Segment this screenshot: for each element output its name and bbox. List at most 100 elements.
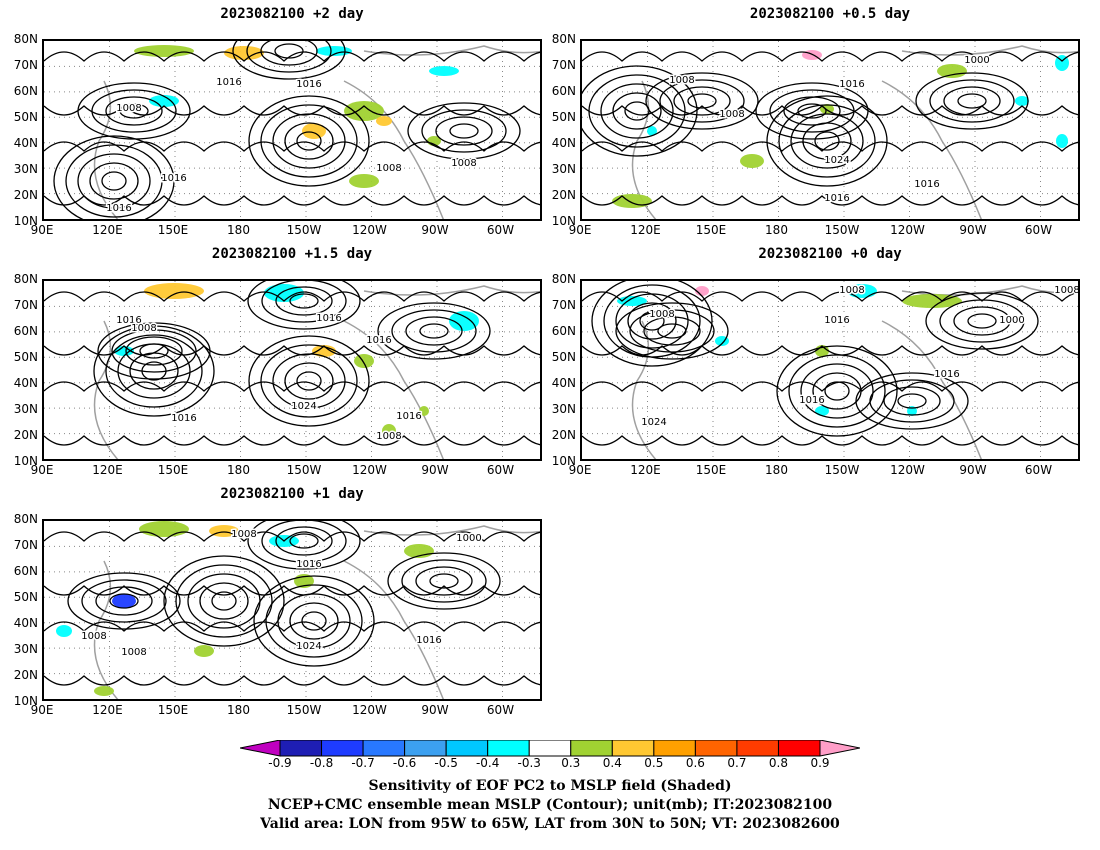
contour-low xyxy=(261,281,347,323)
sensitivity-shading xyxy=(139,521,189,537)
sensitivity-shading xyxy=(134,45,194,57)
lon-tick-label: 150E xyxy=(695,223,727,237)
contour-label: 1008 xyxy=(131,323,156,334)
lat-tick-label: 80N xyxy=(13,272,38,286)
colorbar-tick-label: 0.5 xyxy=(644,756,664,770)
lon-tick-label: 60W xyxy=(1024,463,1053,477)
contour-high xyxy=(253,575,375,667)
map-canvas: 1008 1000 1016 1008 1008 1024 1016 xyxy=(44,521,540,699)
contour-low xyxy=(125,336,183,366)
contour-high xyxy=(211,591,237,611)
colorbar-segment xyxy=(570,740,613,757)
lon-tick-label: 90W xyxy=(959,223,987,237)
lat-tick-label: 20N xyxy=(551,188,576,202)
map-panel-p3: 1016 1008 1016 1016 1024 1016 1008 1016 xyxy=(42,279,542,461)
contour-high xyxy=(199,582,249,620)
contour-label: 1000 xyxy=(999,315,1024,326)
coastline-america xyxy=(881,80,982,219)
map-canvas: 1000 1008 1016 1008 1024 1016 1016 xyxy=(582,41,1078,219)
contour-low xyxy=(139,343,169,359)
contour-label: 1008 xyxy=(719,109,744,120)
lon-tick-label: 90E xyxy=(30,703,54,717)
colorbar-segment xyxy=(653,740,696,757)
contour-high xyxy=(175,564,273,638)
lat-tick-label: 70N xyxy=(551,298,576,312)
contour-high xyxy=(187,573,261,629)
contour-high xyxy=(260,344,358,418)
coastline xyxy=(93,285,540,459)
lon-tick-label: 90E xyxy=(30,223,54,237)
lat-tick-label: 40N xyxy=(13,616,38,630)
contour-low xyxy=(449,123,479,139)
contour-high xyxy=(284,122,334,160)
sensitivity-shading xyxy=(937,64,967,78)
contour-line xyxy=(44,675,540,686)
sensitivity-shading xyxy=(316,46,352,56)
sensitivity-shading xyxy=(815,406,829,416)
contour-low xyxy=(95,586,153,616)
contour-high xyxy=(766,95,888,187)
contour-high xyxy=(788,354,886,428)
contour-low xyxy=(925,292,1039,350)
lat-tick-label: 40N xyxy=(13,136,38,150)
lon-tick-label: 90E xyxy=(568,223,592,237)
colorbar-segment xyxy=(736,740,779,757)
lat-tick-label: 70N xyxy=(551,58,576,72)
contour-high xyxy=(582,65,698,157)
contour-line xyxy=(44,585,540,596)
contour-low xyxy=(275,526,333,556)
contour-label: 1008 xyxy=(116,103,141,114)
contour-high xyxy=(824,381,850,401)
contour-high xyxy=(778,104,876,178)
lon-tick-label: 120E xyxy=(630,223,661,237)
contour-label: 1008 xyxy=(231,529,256,540)
contour-high xyxy=(800,363,874,419)
contour-low xyxy=(109,593,139,609)
contour-label: 1016 xyxy=(839,79,864,90)
contour-low xyxy=(855,372,969,430)
colorbar-segment xyxy=(528,740,572,757)
contour-low xyxy=(657,323,687,339)
mslp-contours xyxy=(582,51,1078,206)
sensitivity-shading xyxy=(209,525,239,537)
colorbar-tick-label: 0.6 xyxy=(685,756,705,770)
lon-tick-label: 90W xyxy=(421,463,449,477)
panel-title-p2: 2023082100 +0.5 day xyxy=(749,6,911,22)
colorbar-segment xyxy=(279,740,323,757)
lat-tick-label: 10N xyxy=(551,214,576,228)
panel-title-p4: 2023082100 +0 day xyxy=(758,246,902,262)
lat-tick-label: 60N xyxy=(13,84,38,98)
contour-high xyxy=(248,335,370,427)
contour-low xyxy=(260,41,318,66)
contour-label: 1016 xyxy=(316,313,341,324)
lon-tick-label: 180 xyxy=(227,703,250,717)
lat-tick-label: 30N xyxy=(551,402,576,416)
lat-tick-label: 70N xyxy=(13,538,38,552)
lon-tick-label: 60W xyxy=(1024,223,1053,237)
contour-low xyxy=(232,41,346,80)
contour-line xyxy=(44,105,540,116)
contour-high xyxy=(600,83,674,139)
colorbar-tick-label: -0.5 xyxy=(434,756,458,770)
lat-tick-label: 50N xyxy=(13,350,38,364)
contour-high xyxy=(89,162,139,200)
contour-label: 1016 xyxy=(824,315,849,326)
contour-low xyxy=(673,86,731,116)
lon-tick-label: 60W xyxy=(486,463,515,477)
lat-tick-label: 20N xyxy=(13,188,38,202)
contour-high xyxy=(301,611,327,631)
contour-low xyxy=(943,86,1001,116)
map-panel-p5: 1008 1000 1016 1008 1008 1024 1016 xyxy=(42,519,542,701)
contour-low xyxy=(687,93,717,109)
lat-tick-label: 50N xyxy=(551,110,576,124)
contour-low xyxy=(105,96,163,126)
colorbar-tick-label: 0.3 xyxy=(561,756,581,770)
lon-tick-label: 120W xyxy=(352,223,387,237)
contour-high xyxy=(93,325,215,417)
lon-tick-label: 120E xyxy=(92,703,123,717)
contour-line xyxy=(582,195,1078,206)
contour-low xyxy=(957,93,987,109)
coastline-america xyxy=(343,320,444,459)
colorbar-tick-label: -0.4 xyxy=(475,756,500,770)
contour-low xyxy=(261,521,347,563)
